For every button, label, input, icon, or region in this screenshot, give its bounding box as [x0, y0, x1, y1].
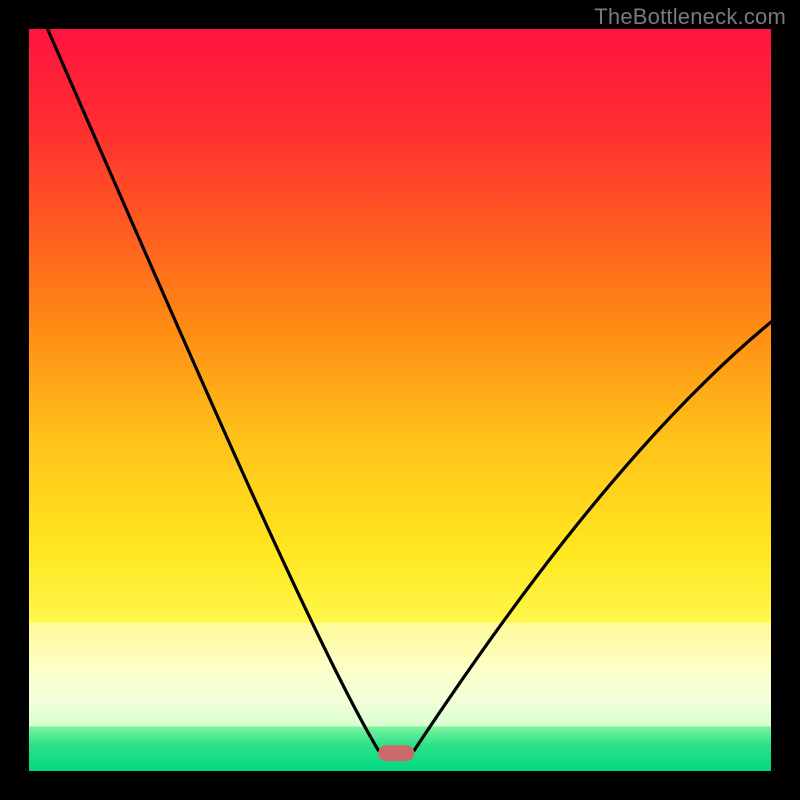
gradient-pale-band — [29, 623, 771, 727]
watermark-text: TheBottleneck.com — [594, 4, 786, 30]
bottleneck-chart — [29, 29, 771, 771]
vertex-marker — [378, 745, 414, 761]
chart-svg — [29, 29, 771, 771]
